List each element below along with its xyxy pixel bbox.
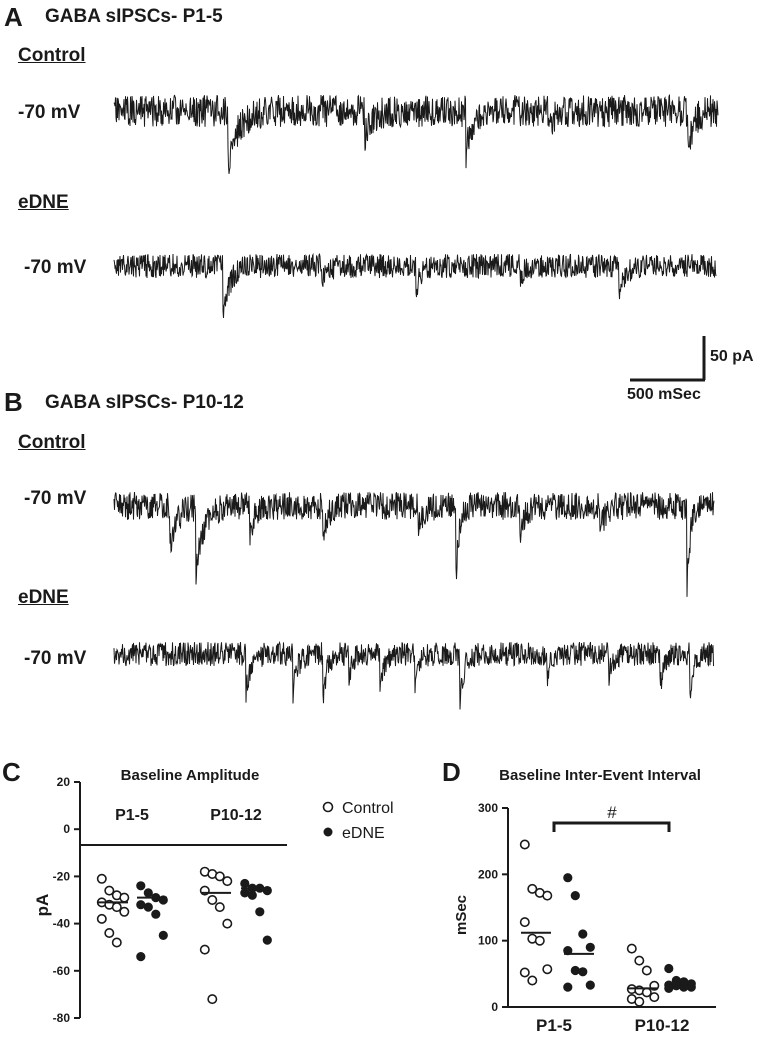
trace-a-edne	[113, 252, 717, 319]
chart-c-point-35	[247, 890, 257, 900]
chart-c-point-29	[207, 994, 218, 1005]
significance-annotation: #	[607, 803, 617, 822]
panel-b-control-label: Control	[18, 432, 86, 453]
chart-c-point-28	[199, 944, 210, 955]
panel-c-letter: C	[2, 757, 21, 787]
trace-a-control	[113, 93, 719, 174]
panel-a-control-holding: -70 mV	[18, 102, 81, 123]
panel-a-control-label: Control	[18, 45, 86, 66]
trace-b-control	[113, 491, 715, 597]
chart-c-point-17	[151, 909, 161, 919]
chart-d-ylabel: mSec	[453, 895, 470, 935]
chart-c-point-23	[222, 876, 233, 887]
chart-c-point-7	[119, 906, 130, 917]
chart-c-point-11	[136, 881, 146, 891]
panel-a-edne-holding: -70 mV	[24, 257, 87, 278]
chart-d-point-6	[534, 935, 545, 946]
chart-d-point-4	[519, 917, 530, 928]
legend-control-label: Control	[342, 800, 394, 817]
chart-d-point-3	[542, 890, 553, 901]
chart-d-tick-label: 0	[491, 1000, 498, 1014]
chart-d-point-12	[578, 929, 588, 939]
legend-edne-label: eDNE	[342, 825, 385, 842]
chart-c-point-3	[119, 892, 130, 903]
chart-c-title: Baseline Amplitude	[121, 767, 260, 784]
panel-b-edne-label: eDNE	[18, 587, 69, 608]
chart-c-tick-label: -80	[53, 1011, 71, 1025]
chart-c-ylabel: pA	[33, 894, 52, 917]
chart-d-point-7	[542, 964, 553, 975]
chart-c-point-8	[96, 913, 107, 924]
chart-d-point-26	[649, 992, 660, 1003]
chart-d-point-10	[563, 873, 573, 883]
chart-c-point-19	[136, 952, 146, 962]
chart-d-point-8	[519, 967, 530, 978]
chart-c-point-1	[104, 885, 115, 896]
inter-event-interval-chart: Baseline Inter-Event Interval mSec 0 100 2…	[453, 767, 716, 1035]
chart-d-point-18	[563, 982, 573, 992]
chart-d-point-1	[527, 883, 538, 894]
chart-d-point-19	[626, 943, 637, 954]
chart-c-tick-label: -20	[53, 869, 71, 883]
chart-d-point-16	[578, 967, 588, 977]
chart-d-point-0	[519, 839, 530, 850]
chart-c-group-label-p10-12: P10-12	[210, 807, 262, 824]
chart-c-point-36	[255, 907, 265, 917]
chart-d-point-21	[641, 965, 652, 976]
scale-bar-current-label: 50 pA	[710, 348, 754, 365]
chart-c-tick-label: -40	[53, 917, 71, 931]
chart-c-point-0	[96, 873, 107, 884]
chart-c-tick-label: 20	[57, 775, 71, 789]
legend-edne-marker	[323, 827, 333, 837]
trace-b-edne	[113, 640, 715, 710]
chart-c-point-16	[143, 902, 153, 912]
chart-c-group-label-p1-5: P1-5	[115, 807, 149, 824]
chart-d-point-37	[664, 983, 674, 993]
panel-a-letter: A	[4, 2, 23, 32]
chart-c-tick-label: -60	[53, 964, 71, 978]
chart-c-point-30	[240, 878, 250, 889]
chart-c-point-26	[214, 902, 225, 913]
chart-d-point-15	[570, 965, 580, 976]
panel-a-title: GABA sIPSCs- P1-5	[45, 6, 223, 27]
chart-d-point-36	[686, 982, 696, 992]
chart-c-tick-label: 0	[63, 822, 70, 836]
chart-d-title: Baseline Inter-Event Interval	[499, 767, 701, 784]
legend-control-marker	[322, 801, 334, 813]
chart-d-point-11	[570, 891, 580, 901]
chart-c-point-12	[143, 888, 153, 898]
chart-c-point-9	[104, 928, 115, 939]
chart-c-point-27	[222, 918, 233, 929]
panel-d-letter: D	[442, 757, 461, 787]
panel-b-control-holding: -70 mV	[24, 488, 87, 509]
chart-d-point-9	[527, 975, 538, 986]
chart-d-xlabel-p1-5: P1-5	[536, 1016, 572, 1035]
chart-c-point-10	[111, 937, 122, 948]
chart-d-point-29	[664, 963, 674, 974]
chart-c-point-37	[262, 935, 272, 945]
chart-c-point-18	[158, 930, 168, 940]
chart-c-point-22	[214, 871, 225, 882]
chart-d-point-28	[634, 996, 645, 1007]
chart-d-point-13	[585, 942, 595, 952]
chart-d-xlabel-p10-12: P10-12	[635, 1016, 690, 1035]
chart-c-point-25	[207, 895, 218, 906]
scale-bar-time-label: 500 mSec	[627, 386, 701, 403]
chart-d-point-17	[585, 980, 595, 990]
panel-a-edne-label: eDNE	[18, 192, 69, 213]
panel-b-title: GABA sIPSCs- P10-12	[45, 392, 244, 413]
chart-d-tick-label: 100	[478, 934, 498, 948]
chart-d-tick-label: 200	[478, 867, 498, 881]
amplitude-chart: Baseline Amplitude pA 20 0 -20 -40 -60 -80 P1…	[33, 767, 394, 1025]
panel-b-edne-holding: -70 mV	[24, 648, 87, 669]
significance-bracket	[552, 821, 671, 832]
chart-d-tick-label: 300	[478, 801, 498, 815]
chart-d-point-20	[634, 955, 645, 966]
panel-b-letter: B	[4, 387, 23, 417]
